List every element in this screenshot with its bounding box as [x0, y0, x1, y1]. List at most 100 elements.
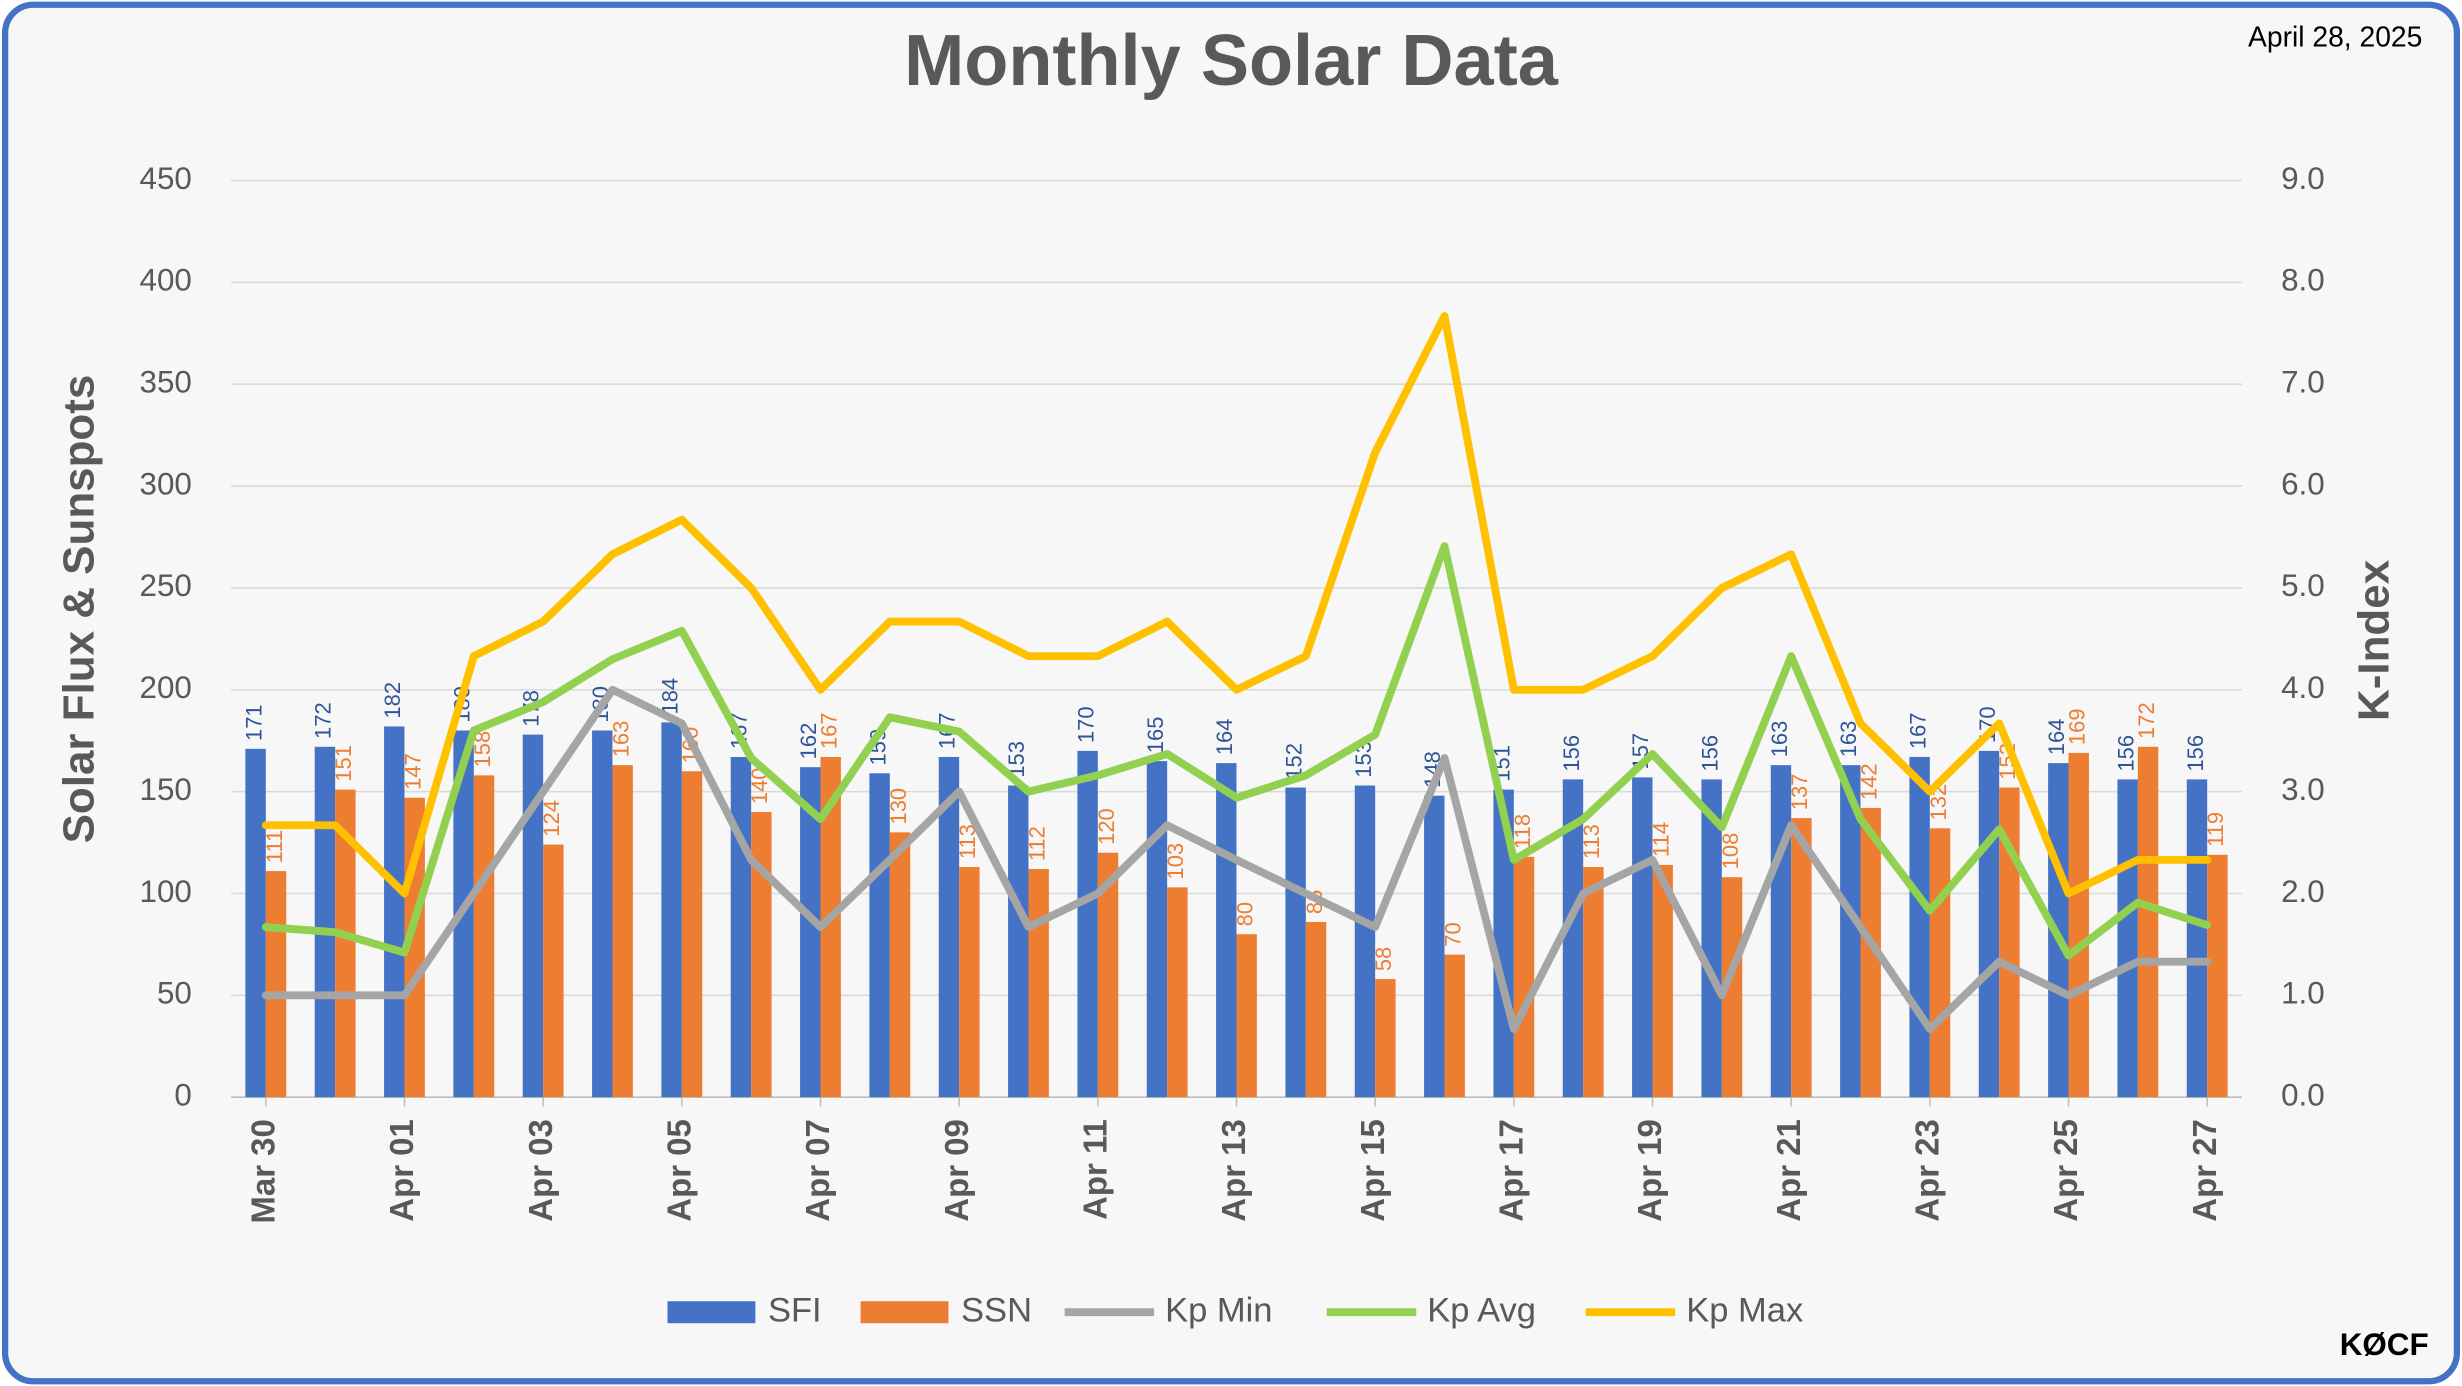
- y2-tick-label: 4.0: [2281, 670, 2325, 705]
- bar: [1028, 869, 1049, 1098]
- bar: [1285, 787, 1306, 1098]
- bar: [2117, 779, 2138, 1098]
- x-tick-label: Apr 03: [522, 1119, 559, 1222]
- y2-tick-label: 5.0: [2281, 568, 2325, 603]
- data-label: 119: [2203, 812, 2228, 847]
- data-label: 111: [262, 830, 287, 863]
- bar: [938, 756, 960, 1098]
- bar: [1167, 887, 1188, 1098]
- data-label: 172: [2134, 702, 2159, 739]
- bar: [1216, 763, 1237, 1098]
- bar: [1236, 934, 1257, 1098]
- data-label: 182: [380, 682, 405, 719]
- y2-tick-label: 0.0: [2281, 1077, 2325, 1112]
- line-series: [261, 685, 2212, 1033]
- bar: [543, 844, 564, 1098]
- y-tick-label: 300: [140, 466, 192, 501]
- data-label: 112: [1024, 826, 1049, 861]
- bar: [1375, 979, 1396, 1098]
- x-tick-label: Apr 21: [1770, 1119, 1807, 1222]
- bar: [1444, 954, 1465, 1098]
- bar: [612, 765, 633, 1098]
- bar: [1840, 765, 1861, 1098]
- bar: [1008, 785, 1029, 1098]
- legend-label: SSN: [961, 1291, 1032, 1329]
- y-tick-label: 0: [174, 1077, 191, 1112]
- bar: [1305, 921, 1327, 1098]
- x-tick-label: Apr 01: [383, 1119, 420, 1222]
- data-label: 172: [311, 702, 336, 739]
- bar: [1770, 765, 1792, 1098]
- bar: [681, 771, 703, 1098]
- data-label: 164: [2044, 719, 2069, 756]
- legend-swatch: [860, 1301, 949, 1324]
- data-label: 169: [2065, 708, 2090, 745]
- data-label: 147: [400, 753, 425, 790]
- x-tick-label: Apr 19: [1631, 1119, 1668, 1222]
- legend-label: SFI: [768, 1291, 822, 1329]
- data-label: 156: [1559, 735, 1584, 772]
- y-tick-label: 100: [140, 874, 192, 909]
- bar: [1562, 779, 1584, 1098]
- bar: [1632, 777, 1653, 1098]
- bar: [522, 734, 544, 1098]
- data-label: 137: [1787, 774, 1812, 811]
- data-label: 130: [886, 788, 911, 825]
- data-label: 58: [1371, 947, 1396, 971]
- data-label: 167: [1905, 712, 1930, 749]
- bar: [335, 789, 356, 1098]
- data-label: 124: [539, 800, 564, 837]
- bar: [1146, 761, 1168, 1098]
- bar: [820, 756, 841, 1098]
- y2-tick-label: 3.0: [2281, 772, 2325, 807]
- data-label: 163: [608, 721, 633, 758]
- bar: [1929, 828, 1951, 1098]
- x-tick-label: Apr 17: [1493, 1119, 1530, 1222]
- bar: [1978, 750, 2000, 1098]
- bar: [1077, 750, 1098, 1098]
- legend-label: Kp Max: [1686, 1291, 1803, 1329]
- y-tick-label: 400: [140, 263, 192, 298]
- x-tick-label: Mar 30: [245, 1119, 282, 1223]
- bar: [869, 773, 890, 1098]
- bar: [1701, 779, 1722, 1098]
- bar: [1652, 864, 1673, 1098]
- chart-title: Monthly Solar Data: [904, 21, 1559, 101]
- data-label: 163: [1767, 721, 1792, 758]
- bar: [1583, 866, 1604, 1098]
- y2-tick-label: 6.0: [2281, 466, 2325, 501]
- data-label: 170: [1073, 706, 1098, 743]
- data-label: 162: [796, 723, 821, 760]
- bar: [1721, 877, 1743, 1098]
- bar: [889, 832, 911, 1098]
- y2-tick-label: 8.0: [2281, 263, 2325, 298]
- x-tick-label: Apr 25: [2047, 1119, 2084, 1222]
- bar: [265, 871, 287, 1098]
- bar: [1860, 807, 1881, 1098]
- y-tick-label: 150: [140, 772, 192, 807]
- bar: [1513, 856, 1535, 1098]
- y2-tick-label: 9.0: [2281, 161, 2325, 196]
- data-label: 184: [657, 678, 682, 715]
- data-label: 156: [2113, 735, 2138, 772]
- data-label: 164: [1212, 719, 1237, 756]
- line-series: [261, 312, 2212, 898]
- x-tick-label: Apr 27: [2186, 1119, 2223, 1222]
- bar: [473, 775, 495, 1098]
- data-label: 165: [1143, 717, 1168, 754]
- bar: [751, 811, 772, 1098]
- data-label: 114: [1649, 822, 1674, 857]
- data-label: 142: [1857, 763, 1882, 800]
- x-tick-label: Apr 07: [799, 1119, 836, 1222]
- x-tick-label: Apr 13: [1215, 1119, 1252, 1222]
- data-label: 171: [241, 704, 266, 741]
- bar: [1097, 852, 1119, 1098]
- credit-label: KØCF: [2340, 1327, 2429, 1362]
- x-tick-label: Apr 09: [938, 1119, 975, 1222]
- data-label: 70: [1440, 922, 1465, 946]
- y-tick-label: 50: [157, 976, 192, 1011]
- line-series: [261, 542, 2212, 960]
- y2-axis-title: K-Index: [2349, 559, 2398, 721]
- data-label: 108: [1718, 833, 1743, 870]
